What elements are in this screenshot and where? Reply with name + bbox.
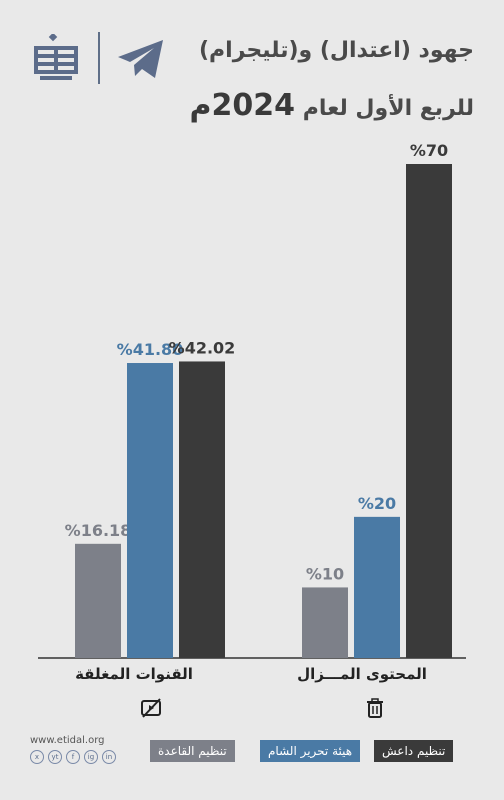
bar-1-0 [302, 587, 348, 658]
category-label-removed-content: المحتوى المـــزال [297, 665, 427, 683]
telegram-icon [116, 38, 166, 84]
category-label-closed-channels: القنوات المغلقة [75, 665, 193, 683]
instagram-icon[interactable]: ig [84, 750, 98, 764]
legend-hts: هيئة تحرير الشام [260, 740, 361, 762]
data-label-1-2: %70 [410, 141, 448, 160]
chart-title-prefix: للربع الأول لعام [295, 96, 474, 121]
linkedin-icon[interactable]: in [102, 750, 116, 764]
header-divider [98, 32, 100, 84]
x-icon[interactable]: x [30, 750, 44, 764]
social-links: x yt f ig in [30, 750, 116, 764]
bar-0-2 [179, 361, 225, 658]
etidal-logo-icon [28, 32, 84, 88]
bar-1-1 [354, 516, 400, 658]
data-label-0-2: %42.02 [169, 338, 236, 357]
data-label-1-1: %20 [358, 494, 396, 513]
video-off-icon [140, 697, 162, 723]
trash-icon [364, 697, 386, 723]
header: جهود (اعتدال) و(تليجرام) للربع الأول لعا… [0, 0, 504, 130]
bar-0-0 [75, 543, 121, 658]
facebook-icon[interactable]: f [66, 750, 80, 764]
website-url[interactable]: www.etidal.org [30, 735, 105, 746]
chart-title-line2: للربع الأول لعام 2024م [190, 88, 474, 123]
youtube-icon[interactable]: yt [48, 750, 62, 764]
chart-title-line1: جهود (اعتدال) و(تليجرام) [199, 38, 474, 63]
legend-isis: تنظيم داعش [374, 740, 454, 762]
bar-1-2 [406, 164, 452, 658]
data-label-0-0: %16.18 [65, 521, 132, 540]
data-label-0-1: %41.80 [117, 340, 184, 359]
data-label-1-0: %10 [306, 564, 344, 583]
bar-0-1 [127, 363, 173, 658]
legend-qaeda: تنظيم القاعدة [150, 740, 235, 762]
chart-title-year: 2024م [189, 88, 296, 123]
